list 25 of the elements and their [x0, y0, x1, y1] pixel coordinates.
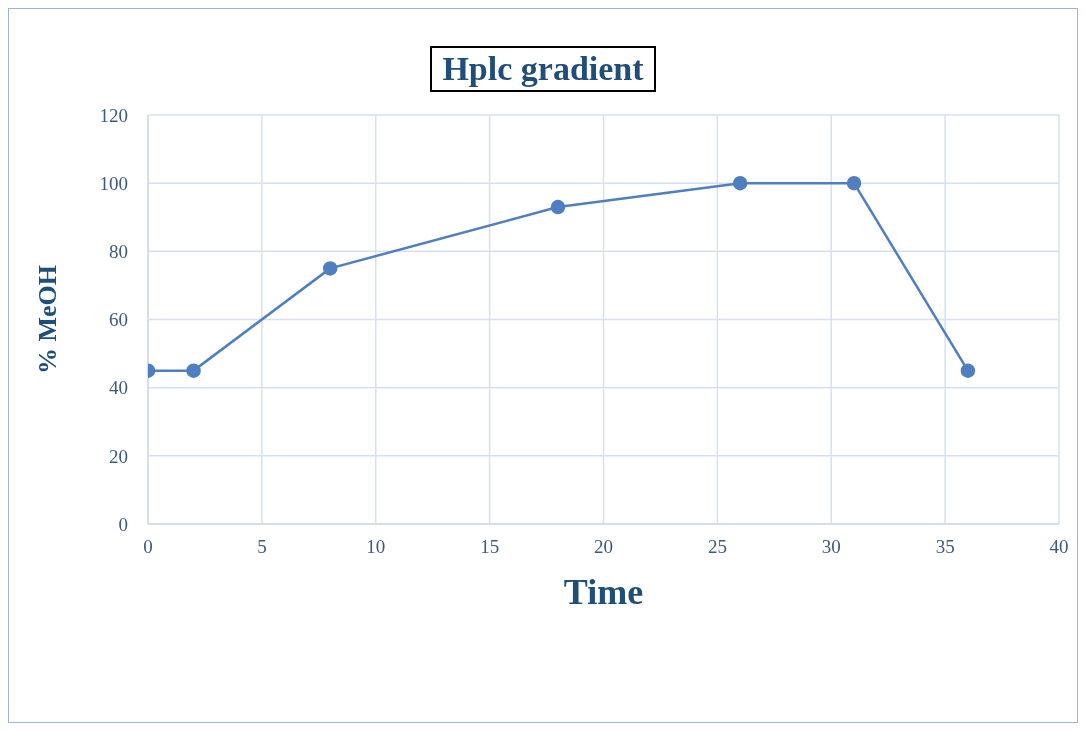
y-tick-label: 80 — [109, 241, 128, 263]
y-tick-label: 20 — [109, 445, 128, 467]
x-axis-title: Time — [563, 572, 644, 612]
y-tick-label: 60 — [109, 309, 128, 331]
x-tick-label: 30 — [821, 536, 841, 558]
x-tick-label: 0 — [143, 536, 153, 558]
point — [846, 175, 862, 191]
x-tick-label: 5 — [257, 536, 267, 558]
x-tick-label: 35 — [935, 536, 955, 558]
point — [960, 363, 976, 378]
y-tick-label: 0 — [118, 513, 128, 535]
point — [732, 175, 748, 191]
y-tick-label: 40 — [109, 377, 128, 399]
x-tick-label: 40 — [1049, 536, 1069, 558]
y-tick-label: 120 — [99, 104, 128, 126]
y-axis-title: % MeOH — [33, 264, 63, 375]
y-tick-label: 100 — [99, 172, 128, 194]
x-tick-label: 10 — [366, 536, 386, 558]
x-tick-label: 15 — [480, 536, 500, 558]
point — [186, 363, 201, 378]
point — [322, 261, 338, 276]
x-tick-label: 25 — [707, 536, 727, 558]
x-tick-label: 20 — [594, 536, 613, 558]
chart-title: Hplc gradient — [430, 46, 656, 92]
point — [550, 199, 566, 215]
